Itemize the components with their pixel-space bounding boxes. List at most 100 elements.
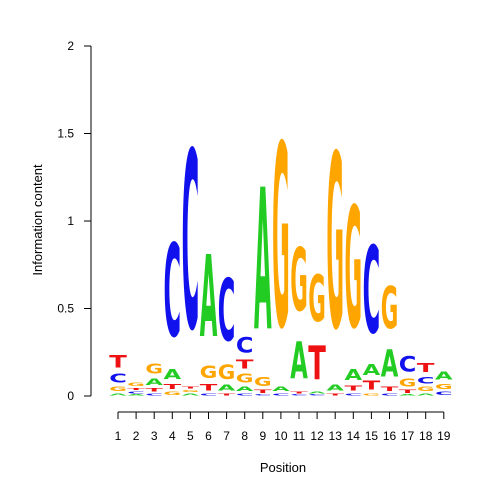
x-tick-label: 4 <box>169 429 176 443</box>
x-tick-label: 9 <box>259 429 266 443</box>
logo-letter-c: C <box>182 100 200 384</box>
x-tick-label: 14 <box>347 429 361 443</box>
logo-letter-g: G <box>127 382 145 387</box>
logo-letter-t: T <box>363 378 381 392</box>
logo-letter-a: A <box>145 377 163 387</box>
logo-letter-c: C <box>308 394 326 396</box>
x-tick-label: 10 <box>274 429 288 443</box>
logo-letter-c: C <box>345 393 363 397</box>
logo-letters: AGCTACTGCTAGGTACAGTCCTGATAGCCAGTCCTGACAG… <box>109 93 453 397</box>
logo-letter-a: A <box>218 384 236 393</box>
logo-letter-a: A <box>345 366 363 384</box>
x-tick-label: 15 <box>365 429 379 443</box>
logo-letter-c: C <box>236 334 254 358</box>
logo-letter-a: A <box>272 386 290 393</box>
x-tick-label: 18 <box>419 429 433 443</box>
x-tick-label: 7 <box>223 429 230 443</box>
x-tick-label: 13 <box>329 429 343 443</box>
logo-letter-t: T <box>308 336 326 390</box>
x-tick-label: 17 <box>401 429 415 443</box>
logo-letter-g: G <box>145 361 163 377</box>
logo-letter-t: T <box>127 387 145 390</box>
logo-letter-a: A <box>182 393 200 397</box>
y-axis-title: Information content <box>30 164 45 276</box>
logo-letter-g: G <box>308 263 326 337</box>
logo-letter-a: A <box>399 394 417 396</box>
logo-letter-g: G <box>417 385 435 392</box>
logo-letter-g: G <box>272 93 290 386</box>
logo-letter-t: T <box>236 357 254 371</box>
logo-letter-c: C <box>381 393 399 397</box>
x-axis: 1 2 3 4 5 6 7 8 9 10 11 12 13 14 15 16 17 18 19 <box>115 411 451 443</box>
x-tick-label: 16 <box>383 429 397 443</box>
x-tick-label: 19 <box>437 429 451 443</box>
logo-letter-c: C <box>109 372 127 386</box>
logo-letter-a: A <box>290 332 308 391</box>
logo-letter-t: T <box>164 382 182 391</box>
logo-letter-a: A <box>326 384 344 393</box>
logo-letter-g: G <box>109 385 127 392</box>
logo-letter-c: C <box>290 394 308 396</box>
y-axis: 0 0.5 1 1.5 2 <box>57 39 92 403</box>
logo-letter-c: C <box>145 393 163 397</box>
logo-letter-a: A <box>435 371 453 383</box>
logo-letter-t: T <box>182 386 200 389</box>
logo-letter-c: C <box>236 393 254 397</box>
logo-letter-g: G <box>345 172 363 366</box>
logo-letter-a: A <box>236 386 254 393</box>
y-tick-label: 0.5 <box>57 302 74 316</box>
x-tick-label: 12 <box>310 429 324 443</box>
logo-letter-g: G <box>182 389 200 393</box>
logo-letter-g: G <box>363 393 381 397</box>
logo-letter-t: T <box>290 391 308 394</box>
logo-letter-g: G <box>164 391 182 396</box>
y-tick-label: 1 <box>67 214 74 228</box>
x-tick-label: 8 <box>241 429 248 443</box>
x-tick-label: 11 <box>293 429 306 443</box>
logo-letter-t: T <box>345 384 363 393</box>
logo-letter-c: C <box>417 375 435 385</box>
logo-letter-g: G <box>254 376 272 390</box>
logo-letter-t: T <box>200 382 219 393</box>
logo-letter-c: C <box>127 391 145 395</box>
logo-letter-a: A <box>417 393 435 397</box>
y-tick-label: 0 <box>67 389 74 403</box>
logo-letter-g: G <box>290 229 308 331</box>
logo-letter-c: C <box>164 218 182 367</box>
x-tick-label: 6 <box>205 429 212 443</box>
logo-letter-c: C <box>435 391 453 396</box>
logo-letter-a: A <box>363 361 381 379</box>
x-tick-label: 2 <box>133 429 140 443</box>
y-tick-label: 1.5 <box>57 127 74 141</box>
logo-letter-t: T <box>145 388 163 393</box>
logo-letter-c: C <box>272 393 290 397</box>
x-tick-label: 1 <box>115 429 122 443</box>
logo-letter-c: C <box>399 353 417 377</box>
logo-letter-a: A <box>381 343 399 387</box>
logo-letter-a: A <box>164 367 182 382</box>
logo-letter-t: T <box>254 389 272 394</box>
logo-letter-c: C <box>218 262 236 361</box>
logo-letter-t: T <box>381 386 399 393</box>
x-axis-title: Position <box>260 460 306 475</box>
logo-letter-a: A <box>308 391 326 395</box>
logo-letter-a: A <box>200 233 218 363</box>
logo-letter-c: C <box>363 223 381 362</box>
x-tick-label: 3 <box>151 429 158 443</box>
x-tick-label: 5 <box>187 429 194 443</box>
logo-letter-t: T <box>218 393 236 396</box>
logo-letter-a: A <box>254 149 272 375</box>
logo-letter-g: G <box>200 363 218 383</box>
logo-letter-a: A <box>127 394 145 396</box>
logo-letter-c: C <box>254 394 272 396</box>
logo-letter-g: G <box>381 275 399 343</box>
y-tick-label: 2 <box>67 39 74 53</box>
logo-letter-c: C <box>200 393 218 397</box>
logo-letter-t: T <box>109 353 127 372</box>
logo-letter-g: G <box>399 377 417 389</box>
logo-letter-t: T <box>417 361 435 375</box>
logo-letter-g: G <box>326 105 344 384</box>
logo-letter-t: T <box>399 389 417 394</box>
logo-letter-g: G <box>435 382 453 391</box>
